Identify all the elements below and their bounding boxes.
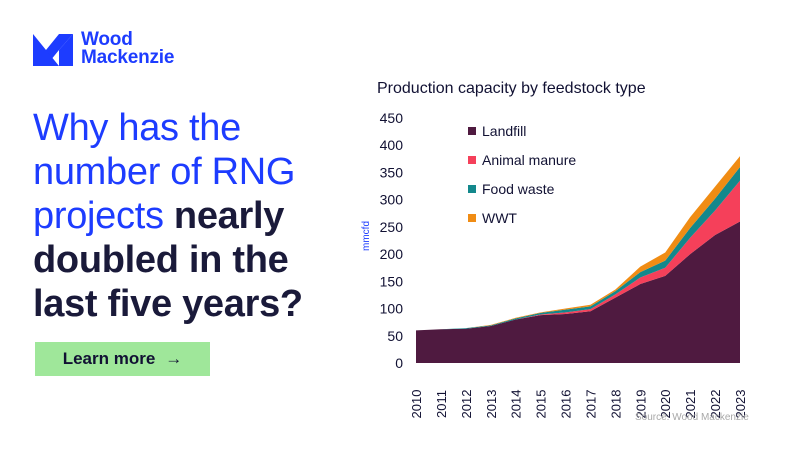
legend-swatch xyxy=(468,185,476,193)
wood-mackenzie-logo-icon xyxy=(33,34,73,66)
x-tick-label: 2018 xyxy=(608,390,623,419)
legend-label: Animal manure xyxy=(482,152,576,168)
area-food-waste xyxy=(416,167,740,331)
headline-regular: Why has the number of RNG projects xyxy=(33,107,296,237)
x-tick-label: 2016 xyxy=(559,390,574,419)
x-tick-label: 2019 xyxy=(633,390,648,419)
headline-bold: nearly doubled in the last five years? xyxy=(33,195,303,325)
legend-label: Landfill xyxy=(482,123,526,139)
brand-logo[interactable]: Wood Mackenzie xyxy=(33,29,175,68)
learn-more-button[interactable]: Learn more → xyxy=(35,342,210,376)
y-tick-label: 350 xyxy=(380,164,404,180)
x-tick-label: 2020 xyxy=(658,390,673,419)
y-tick-label: 400 xyxy=(380,137,404,153)
x-tick-label: 2012 xyxy=(459,390,474,419)
x-tick-label: 2014 xyxy=(509,390,524,419)
brand-name: Wood Mackenzie xyxy=(81,29,175,68)
y-tick-label: 100 xyxy=(380,301,404,317)
x-tick-label: 2013 xyxy=(484,390,499,419)
y-tick-label: 50 xyxy=(387,328,403,344)
y-tick-label: 300 xyxy=(380,192,404,208)
brand-line-1: Wood xyxy=(81,29,133,50)
y-tick-label: 200 xyxy=(380,246,404,262)
x-tick-label: 2015 xyxy=(534,390,549,419)
x-tick-label: 2017 xyxy=(583,390,598,419)
y-tick-label: 0 xyxy=(395,355,403,371)
legend-label: Food waste xyxy=(482,181,555,197)
x-tick-label: 2010 xyxy=(409,390,424,419)
legend-swatch xyxy=(468,214,476,222)
area-wwt xyxy=(416,156,740,331)
x-tick-label: 2011 xyxy=(434,390,449,418)
x-tick-label: 2023 xyxy=(733,390,748,419)
source-note: Source: Wood Mackenzie xyxy=(635,412,749,423)
brand-line-2: Mackenzie xyxy=(81,47,175,68)
y-axis-label: mmcfd xyxy=(361,221,372,251)
learn-more-label: Learn more xyxy=(62,349,156,368)
arrow-right-icon: → xyxy=(165,349,183,368)
chart-title: Production capacity by feedstock type xyxy=(377,80,646,97)
legend-swatch xyxy=(468,156,476,164)
area-landfill xyxy=(416,221,740,363)
x-tick-label: 2021 xyxy=(683,390,698,419)
y-tick-label: 250 xyxy=(380,219,404,235)
legend-swatch xyxy=(468,127,476,135)
y-tick-label: 150 xyxy=(380,273,404,289)
legend-label: WWT xyxy=(482,210,517,226)
x-tick-label: 2022 xyxy=(708,390,723,419)
headline: Why has the number of RNG projects nearl… xyxy=(33,106,353,326)
y-tick-label: 450 xyxy=(380,110,404,126)
